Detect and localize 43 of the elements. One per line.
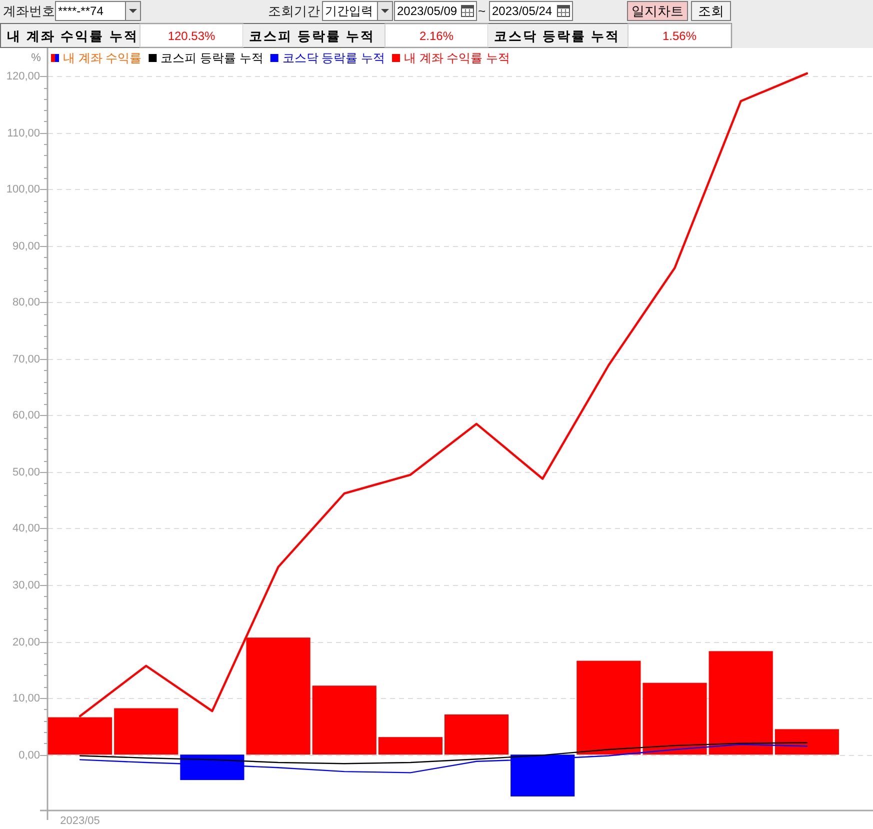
y-axis-title: % <box>31 52 42 64</box>
line-series <box>79 742 808 764</box>
y-tick-label: 20,00 <box>12 636 40 648</box>
text: 코스피 등락률 누적 <box>249 28 376 44</box>
text: 1.56% <box>662 29 697 43</box>
bar <box>576 660 641 755</box>
text: 2.16% <box>419 29 454 43</box>
legend-item: 코스피 등락률 누적 <box>148 51 264 65</box>
y-tick-label: 90,00 <box>12 240 40 252</box>
y-tick-label: 50,00 <box>12 466 40 478</box>
legend-item: 내 계좌 수익률 누적 <box>392 51 510 65</box>
legend-item: 코스닥 등락률 누적 <box>270 51 386 65</box>
y-tick-label: 10,00 <box>12 692 40 704</box>
text: 조회기간 <box>268 4 320 18</box>
y-tick-label: 120,00 <box>6 70 40 82</box>
y-tick-label: 60,00 <box>12 410 40 422</box>
bar <box>114 708 178 755</box>
bar <box>708 651 773 755</box>
y-tick-label: 30,00 <box>12 580 40 592</box>
text: 계좌번호 <box>3 4 55 18</box>
text: ~ <box>478 4 486 18</box>
y-tick-label: 100,00 <box>6 184 40 196</box>
text: 기간입력 <box>325 4 373 18</box>
text: 코스닥 등락률 누적 <box>494 28 620 44</box>
text: ****-**74 <box>58 4 104 18</box>
bar <box>774 729 839 755</box>
y-tick-label: 80,00 <box>12 296 40 308</box>
text: 내 계좌 수익률 누적 <box>7 28 138 44</box>
bar <box>444 714 509 755</box>
text: 일지차트 <box>632 4 684 18</box>
text: 조회 <box>698 4 724 18</box>
text: 120.53% <box>168 29 216 43</box>
y-tick-label: 70,00 <box>12 354 40 366</box>
x-tick-label: 2023/05 <box>60 815 100 827</box>
bar <box>378 737 442 755</box>
legend-item: 내 계좌 수익률 <box>51 51 142 65</box>
bar <box>642 682 707 755</box>
y-tick-label: 110,00 <box>7 128 40 140</box>
y-tick-label: 0,00 <box>18 750 40 762</box>
text: 2023/05/09 <box>397 4 458 18</box>
y-tick-label: 40,00 <box>12 522 40 534</box>
text: 2023/05/24 <box>492 4 552 18</box>
bar <box>312 686 376 755</box>
